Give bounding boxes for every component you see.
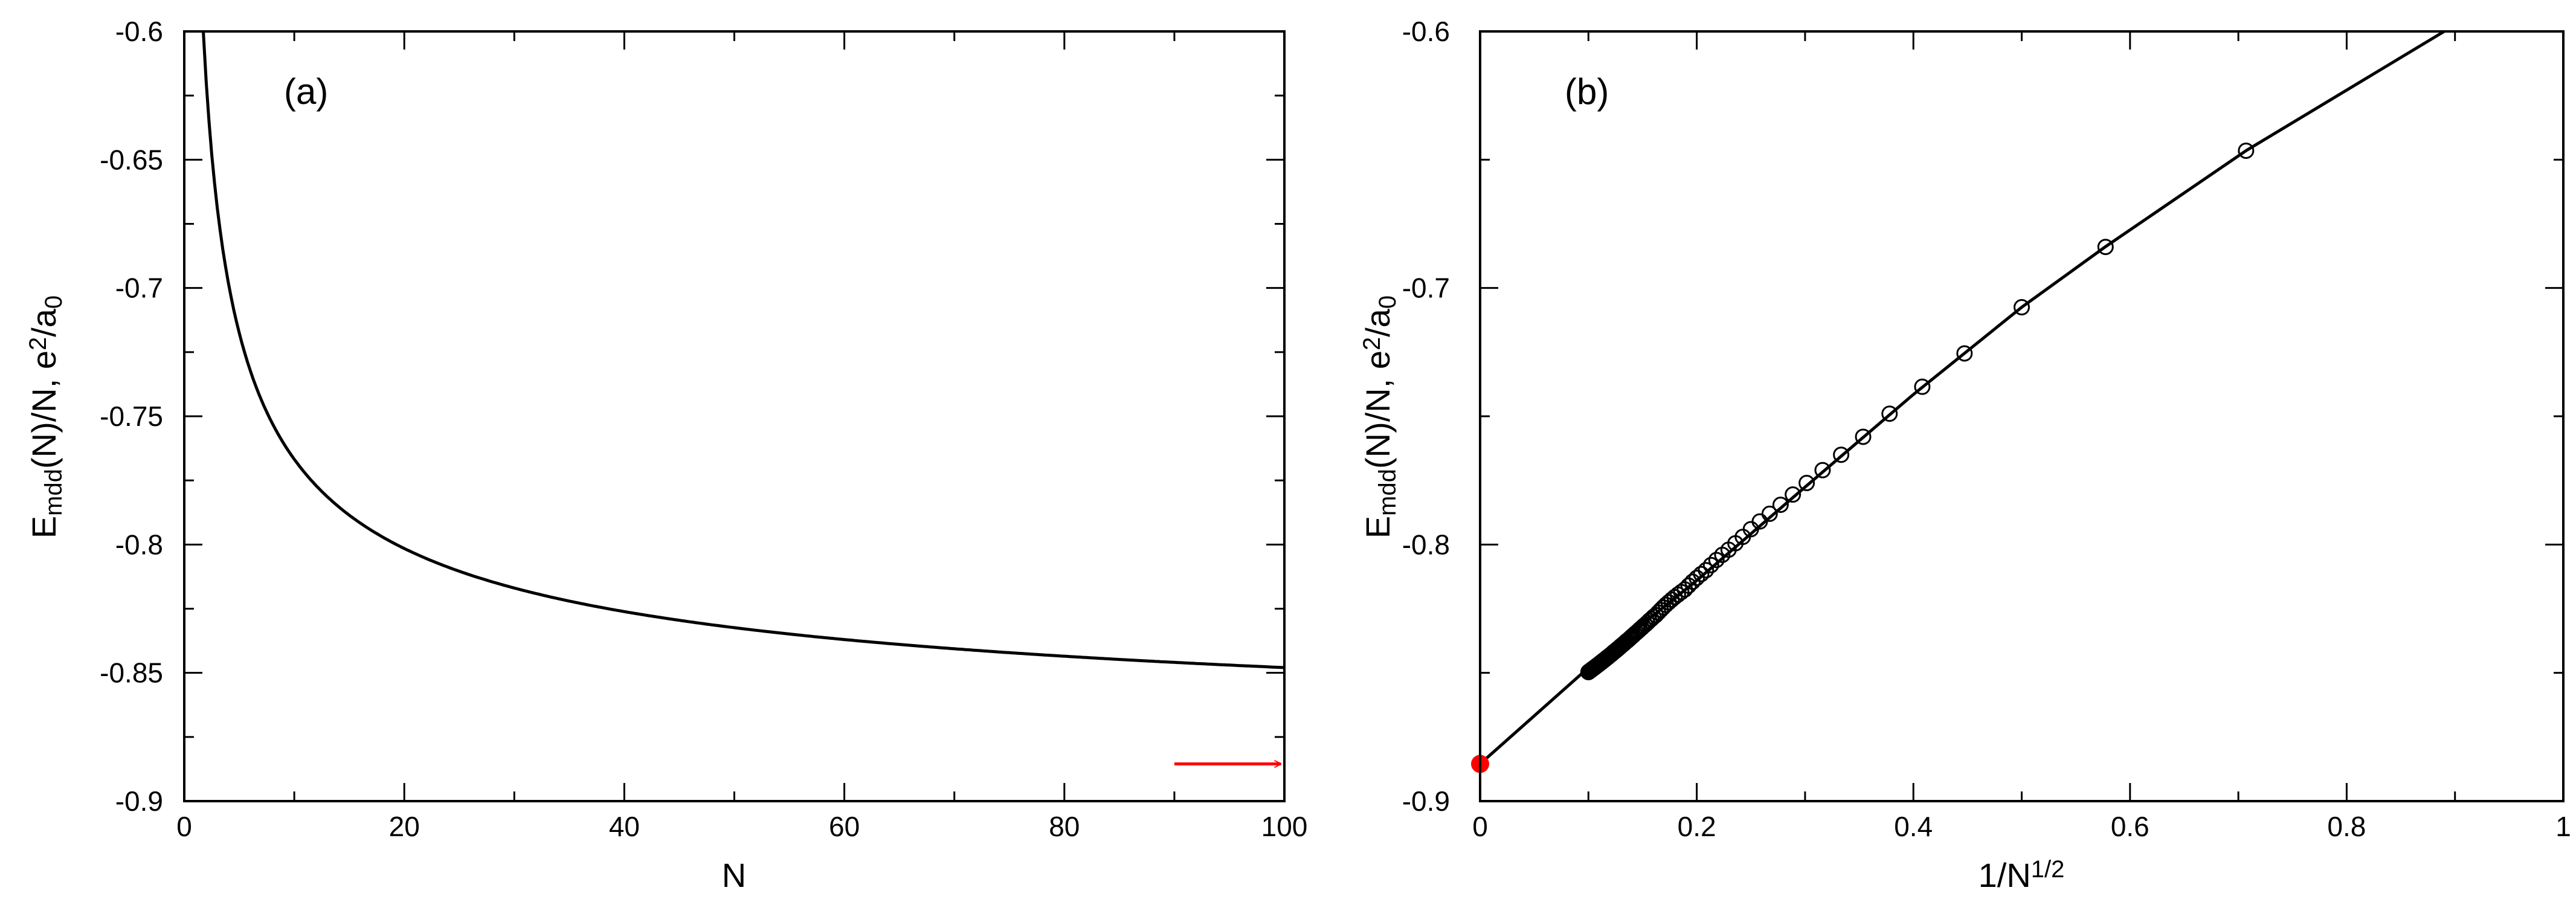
panel-b-data-point bbox=[1881, 405, 1898, 422]
panel-b-ytick-label: -0.6 bbox=[1402, 16, 1450, 47]
panel-b-xtick-label: 0.4 bbox=[1894, 811, 1933, 842]
panel-a-ytick-label: -0.9 bbox=[115, 785, 163, 817]
panel-b-ylabel: Emdd(N)/N, e2/a0 bbox=[1359, 295, 1401, 538]
panel-a-xlabel: N bbox=[722, 856, 746, 894]
panel-a-xtick-label: 40 bbox=[609, 811, 640, 842]
panel-b-xtick-label: 1 bbox=[2555, 811, 2571, 842]
panel-b-xtick-label: 0 bbox=[1472, 811, 1488, 842]
panel-b-data-point bbox=[1772, 497, 1789, 514]
panel-a-ytick-label: -0.75 bbox=[100, 401, 163, 432]
panel-b-data-point bbox=[1814, 462, 1831, 478]
panel-b-line-fit bbox=[1480, 31, 2446, 765]
panel-b-xtick-label: 0.8 bbox=[2327, 811, 2366, 842]
panel-a-label: (a) bbox=[284, 71, 328, 112]
panel-b-data-point bbox=[2014, 299, 2030, 316]
panel-b-data-point bbox=[1785, 486, 1802, 503]
panel-b-data-point bbox=[2097, 239, 2114, 256]
panel-a-ytick-label: -0.65 bbox=[100, 144, 163, 175]
panel-b-data-point bbox=[1914, 378, 1931, 395]
panel-a-xtick-label: 0 bbox=[176, 811, 192, 842]
panel-a-ytick-label: -0.85 bbox=[100, 657, 163, 689]
panel-a-ytick-label: -0.7 bbox=[115, 272, 163, 304]
panel-a-ytick-label: -0.8 bbox=[115, 529, 163, 560]
panel-b-data-point bbox=[1798, 474, 1815, 491]
panel-b-xlabel: 1/N1/2 bbox=[1979, 856, 2065, 894]
panel-a-frame bbox=[183, 30, 1286, 802]
panel-b-data-point bbox=[1833, 446, 1850, 463]
panel-a-tick-labels: 0 20 40 60 80 100 -0.9 -0.85 -0.8 -0.75 -0.7 -0.65 -… bbox=[100, 16, 1307, 842]
panel-a-xtick-label: 20 bbox=[389, 811, 420, 842]
panel-a-xtick-label: 100 bbox=[1261, 811, 1308, 842]
panel-b-frame bbox=[1479, 30, 2565, 802]
panel-b-data-point bbox=[1580, 663, 1597, 680]
panel-b-xtick-label: 0.6 bbox=[2111, 811, 2149, 842]
panel-b-ytick-label: -0.7 bbox=[1402, 272, 1450, 304]
panel-b-data-point bbox=[1708, 552, 1725, 569]
panel-a-ytick-label: -0.6 bbox=[115, 16, 163, 47]
panel-b-ytick-label: -0.9 bbox=[1402, 785, 1450, 817]
panel-b-tick-labels: 0 0.2 0.4 0.6 0.8 1 -0.9 -0.8 -0.7 -0.6 bbox=[1402, 16, 2571, 842]
panel-b-ytick-label: -0.8 bbox=[1402, 529, 1450, 560]
panel-a-series bbox=[202, 31, 1284, 764]
panel-b-label: (b) bbox=[1565, 71, 1609, 112]
panel-b-data-point bbox=[1702, 556, 1719, 573]
panel-b-data-point bbox=[1956, 345, 1973, 362]
panel-b-series bbox=[1471, 31, 2446, 773]
panel-b-xtick-label: 0.2 bbox=[1678, 811, 1716, 842]
panel-b-ticks bbox=[1479, 30, 2565, 802]
panel-a: 0 20 40 60 80 100 -0.9 -0.85 -0.8 -0.75 -0.7 -0.65 -… bbox=[25, 16, 1307, 894]
panel-a-line-E_mdd(N)/N bbox=[202, 31, 1284, 669]
panel-a-ylabel: Emdd(N)/N, e2/a0 bbox=[25, 295, 67, 538]
panel-a-ticks bbox=[183, 30, 1286, 802]
panel-b-data-point bbox=[1855, 428, 1872, 445]
panel-a-xtick-label: 60 bbox=[829, 811, 860, 842]
panel-a-xtick-label: 80 bbox=[1049, 811, 1080, 842]
panel-b-data-point bbox=[2238, 142, 2255, 159]
panel-b-data-point bbox=[1714, 546, 1731, 563]
panel-b: 0 0.2 0.4 0.6 0.8 1 -0.9 -0.8 -0.7 -0.6 (b) 1/N1/… bbox=[1359, 16, 2571, 894]
